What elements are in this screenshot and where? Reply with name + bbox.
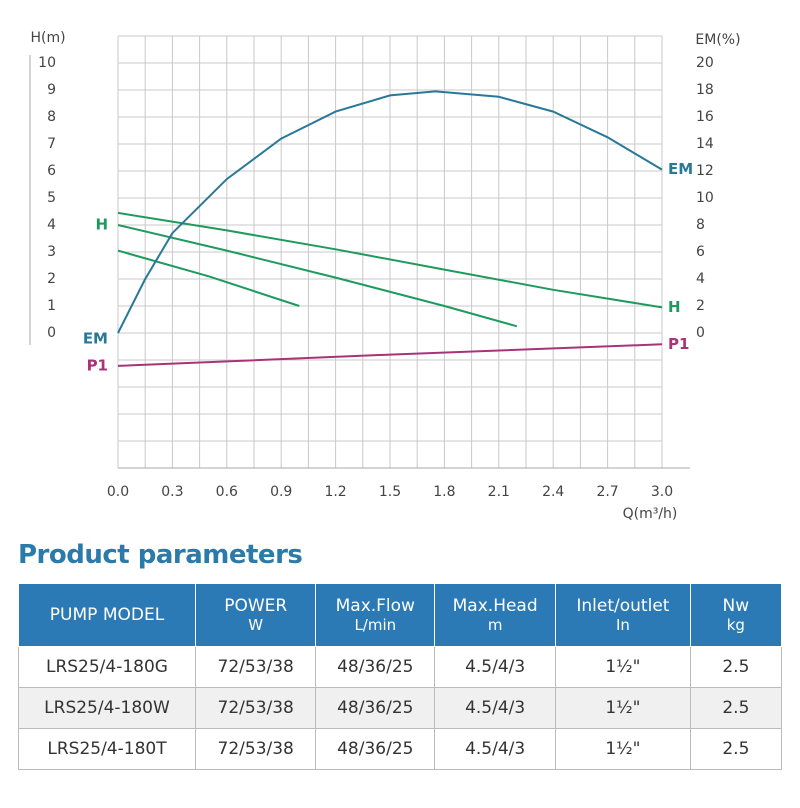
header-text: Inlet/outlet [576,596,670,616]
x-axis-label: Q(m³/h) [623,506,678,522]
curve [117,249,300,307]
table-cell: 48/36/25 [315,687,436,729]
header-unit: In [615,616,630,634]
header-unit: kg [726,616,745,634]
table-cell: 1½" [555,646,691,688]
y2-tick-label: 2 [696,298,705,314]
table-cell: 72/53/38 [194,646,317,688]
table-cell: 48/36/25 [315,728,436,770]
table-cell: 4.5/4/3 [434,646,557,688]
header-text: Max.Flow [335,596,415,616]
header-unit: L/min [354,616,397,634]
table-block: Product parameters PUMP MODEL POWER W Max.F… [18,540,783,770]
curve [117,343,663,367]
y2-tick-label: 18 [696,82,714,98]
x-tick-label: 1.5 [379,484,401,500]
table-title: Product parameters [18,540,303,570]
table-row: LRS25/4-180G 72/53/38 48/36/25 4.5/4/3 1½" 2.… [18,646,783,688]
y-tick-label: 1 [47,298,56,314]
table-row: LRS25/4-180T 72/53/38 48/36/25 4.5/4/3 1½" 2.… [18,728,783,770]
y-tick-label: 7 [47,136,56,152]
header-cell: Nw kg [689,584,783,647]
table-cell: 2.5 [689,728,783,770]
curve-label: EM [83,330,108,348]
y-tick-label: 4 [47,217,56,233]
table-cell: 1½" [555,728,691,770]
table-cell: 1½" [555,687,691,729]
y2-tick-label: 6 [696,244,705,260]
y2-tick-label: 16 [696,109,714,125]
chart: H(m) EM(%) Q(m³/h) 012345678910024681012… [29,30,741,522]
table-cell: 2.5 [689,687,783,729]
table-cell: 2.5 [689,646,783,688]
header-text: Nw [722,596,750,616]
y2-tick-label: 20 [696,55,714,71]
table-cell: LRS25/4-180W [18,687,196,729]
y-tick-label: 2 [47,271,56,287]
y-tick-label: 0 [47,325,56,341]
y-tick-label: 8 [47,109,56,125]
header-text: Max.Head [452,596,538,616]
table-cell: 4.5/4/3 [434,687,557,729]
x-tick-label: 2.4 [542,484,564,500]
y-tick-label: 6 [47,163,56,179]
y2-tick-label: 10 [696,190,714,206]
x-tick-label: 3.0 [651,484,673,500]
curve-label: P1 [668,335,689,353]
y-tick-label: 9 [47,82,56,98]
header-cell: PUMP MODEL [18,584,196,647]
y2-tick-label: 12 [696,163,714,179]
table-cell: 72/53/38 [194,728,317,770]
curve-label: H [668,298,681,316]
y-axis-label: H(m) [30,30,65,46]
y2-tick-label: 0 [696,325,705,341]
y2-tick-label: 8 [696,217,705,233]
curve-label: P1 [87,356,108,374]
header-cell: Max.Flow L/min [315,584,436,647]
y2-tick-label: 14 [696,136,714,152]
x-tick-label: 1.2 [324,484,346,500]
curve [117,90,663,334]
curve [117,211,663,309]
table-cell: LRS25/4-180T [18,728,196,770]
y2-axis-label: EM(%) [695,32,740,48]
header-unit: m [487,616,503,634]
x-tick-label: 0.3 [161,484,183,500]
x-tick-label: 2.1 [488,484,510,500]
table-cell: 72/53/38 [194,687,317,729]
x-tick-label: 1.8 [433,484,455,500]
y-tick-label: 10 [38,55,56,71]
table: PUMP MODEL POWER W Max.Flow L/min Max.Head m In… [18,584,783,770]
header-text: POWER [224,596,288,616]
header-unit: W [248,616,264,634]
y-tick-label: 3 [47,244,56,260]
x-tick-label: 2.7 [596,484,618,500]
header-cell: POWER W [194,584,317,647]
curve [117,224,518,328]
curve-label: H [95,216,108,234]
y2-tick-label: 4 [696,271,705,287]
y-tick-label: 5 [47,190,56,206]
table-cell: 48/36/25 [315,646,436,688]
header-cell: Inlet/outlet In [555,584,691,647]
x-tick-label: 0.6 [216,484,238,500]
x-tick-label: 0.9 [270,484,292,500]
table-row: LRS25/4-180W 72/53/38 48/36/25 4.5/4/3 1½" 2.… [18,687,783,729]
header-cell: Max.Head m [434,584,557,647]
table-cell: LRS25/4-180G [18,646,196,688]
table-cell: 4.5/4/3 [434,728,557,770]
curve-label: EM [668,160,693,178]
header-text: PUMP MODEL [49,605,165,625]
x-tick-label: 0.0 [107,484,129,500]
